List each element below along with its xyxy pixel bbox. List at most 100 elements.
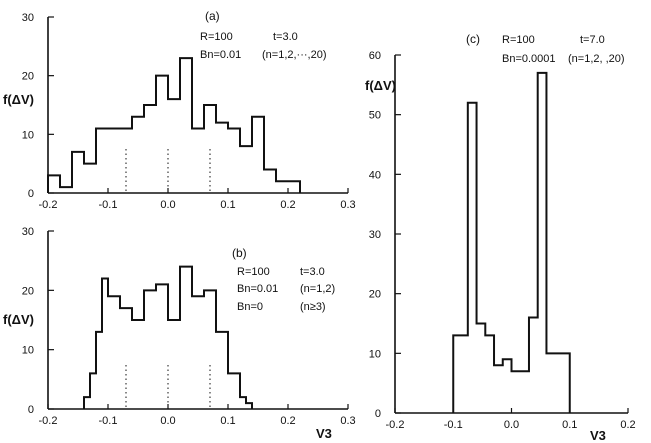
y-tick-label: 30 — [22, 12, 34, 24]
x-tick-label: -0.1 — [444, 419, 463, 431]
histogram-bin — [240, 146, 252, 193]
histogram-bin — [180, 267, 192, 409]
panel-c-annotation-n: (n=1,2, ,20) — [568, 53, 625, 65]
histogram-bin — [468, 103, 477, 413]
histogram-bin — [216, 123, 228, 193]
x-tick-label: -0.1 — [99, 415, 118, 427]
histogram-bin — [494, 365, 503, 413]
y-tick-label: 20 — [369, 289, 381, 301]
histogram-bin — [529, 318, 538, 413]
x-tick-label: 0.3 — [340, 199, 355, 211]
panel-a-annotation-r: R=100 — [200, 31, 233, 43]
histogram-bin — [520, 371, 529, 413]
histogram-bin — [276, 181, 288, 193]
histogram-bin — [538, 73, 547, 413]
x-tick-label: -0.2 — [386, 419, 405, 431]
y-tick-label: 10 — [369, 348, 381, 360]
panel-c-annotation-r: R=100 — [502, 34, 535, 46]
histogram-bin — [228, 128, 240, 193]
histogram-bin — [192, 128, 204, 193]
histogram-outline — [83, 265, 253, 409]
y-tick-label: 60 — [369, 50, 381, 62]
histogram-bin — [48, 175, 60, 193]
panel-b-label: (b) — [232, 246, 247, 260]
y-tick-label: 0 — [28, 188, 34, 200]
x-tick-label: -0.2 — [39, 199, 58, 211]
y-tick-label: 40 — [369, 169, 381, 181]
x-tick-label: 0.1 — [220, 199, 235, 211]
y-tick-label: 0 — [28, 404, 34, 416]
panel-a-annotation-t: t=3.0 — [273, 31, 298, 43]
y-tick-label: 20 — [22, 285, 34, 297]
histogram-bin — [180, 58, 192, 193]
panel-a-label: (a) — [205, 9, 220, 23]
histogram-outline — [452, 71, 571, 413]
x-tick-label: 0.3 — [340, 415, 355, 427]
panel-c-ylabel: f(ΔV) — [365, 78, 396, 93]
panel-c-xlabel: V3 — [590, 428, 606, 443]
histogram-bin — [132, 117, 144, 193]
y-tick-label: 20 — [22, 71, 34, 83]
x-tick-label: 0.1 — [562, 419, 577, 431]
x-tick-label: -0.2 — [39, 415, 58, 427]
histogram-bin — [168, 320, 180, 409]
histogram-bin — [144, 290, 156, 409]
histogram-bin — [72, 152, 84, 193]
histogram-bin — [228, 373, 240, 409]
histogram-bin — [120, 128, 132, 193]
x-tick-label: 0.0 — [160, 199, 175, 211]
panel-b-ylabel: f(ΔV) — [3, 312, 34, 327]
histogram-bin — [156, 76, 168, 193]
histogram-outline — [47, 57, 301, 193]
histogram-bin — [485, 335, 494, 413]
x-tick-label: 0.1 — [220, 415, 235, 427]
histogram-bin — [96, 128, 108, 193]
panel-b-annotation-r: R=100 — [237, 266, 270, 278]
x-tick-label: 0.0 — [504, 419, 519, 431]
panel-b-annotation-n: (n=1,2) — [300, 283, 335, 295]
histogram-bin — [204, 290, 216, 409]
histogram-bin — [120, 308, 132, 409]
x-tick-label: 0.2 — [620, 419, 635, 431]
y-tick-label: 50 — [369, 110, 381, 122]
y-tick-label: 10 — [22, 345, 34, 357]
histogram-bin — [453, 335, 468, 413]
panel-c-annotation-bn: Bn=0.0001 — [502, 53, 556, 65]
x-tick-label: 0.2 — [280, 199, 295, 211]
histogram-bin — [168, 99, 180, 193]
panel-b-xlabel: V3 — [316, 426, 332, 441]
panel-c-label: (c) — [466, 32, 480, 46]
histogram-bin — [156, 284, 168, 409]
panel-c: f(ΔV) V3 (c) R=100 t=7.0 Bn=0.0001 (n=1,… — [365, 32, 636, 443]
x-tick-label: -0.1 — [99, 199, 118, 211]
histogram-bin — [477, 324, 486, 414]
y-tick-label: 30 — [22, 226, 34, 238]
histogram-bin — [503, 359, 512, 413]
histogram-bin — [264, 170, 276, 193]
histogram-bin — [546, 353, 555, 413]
panel-a-ylabel: f(ΔV) — [3, 92, 34, 107]
y-tick-label: 10 — [22, 129, 34, 141]
panel-a: f(ΔV) (a) R=100 t=3.0 Bn=0.01 (n=1,2,···… — [3, 9, 356, 211]
histogram-bin — [252, 117, 264, 193]
x-tick-label: 0.2 — [280, 415, 295, 427]
panel-a-annotation-n: (n=1,2,···,20) — [262, 49, 327, 61]
histogram-bin — [108, 296, 120, 409]
histogram-bin — [192, 296, 204, 409]
panel-b-annotation-t: t=3.0 — [300, 266, 325, 278]
histogram-bin — [84, 164, 96, 193]
histogram-bin — [555, 353, 570, 413]
y-tick-label: 30 — [369, 229, 381, 241]
histogram-bin — [108, 128, 120, 193]
panel-c-annotation-t: t=7.0 — [580, 34, 605, 46]
y-tick-label: 0 — [375, 408, 381, 420]
histogram-bin — [132, 320, 144, 409]
panel-b-annotation-bn: Bn=0.01 — [237, 283, 278, 295]
panel-b: f(ΔV) V3 (b) R=100 t=3.0 Bn=0.01 (n=1,2)… — [3, 226, 356, 441]
x-tick-label: 0.0 — [160, 415, 175, 427]
histogram-bin — [288, 181, 300, 193]
histogram-bin — [216, 332, 228, 409]
panel-b-annotation-bn0: Bn=0 — [237, 301, 263, 313]
histogram-bin — [512, 371, 521, 413]
